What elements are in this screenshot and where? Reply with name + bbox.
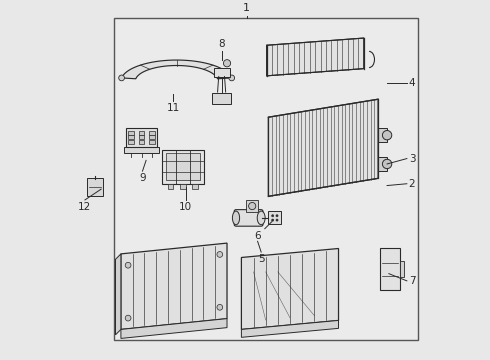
Bar [168, 184, 173, 189]
FancyBboxPatch shape [246, 200, 258, 212]
Text: 11: 11 [167, 103, 180, 113]
Circle shape [382, 159, 392, 168]
Circle shape [119, 75, 124, 81]
Bar [114, 18, 417, 340]
Polygon shape [269, 99, 378, 196]
Circle shape [248, 202, 256, 210]
FancyBboxPatch shape [212, 93, 231, 104]
Bar [128, 140, 134, 144]
Polygon shape [121, 243, 227, 329]
Bar [149, 135, 155, 139]
Bar [149, 140, 155, 144]
Bar [139, 135, 145, 139]
FancyBboxPatch shape [87, 178, 102, 196]
Text: 3: 3 [409, 154, 416, 163]
Polygon shape [121, 319, 227, 338]
Circle shape [276, 215, 278, 217]
Bar [139, 140, 145, 144]
Circle shape [276, 219, 278, 221]
Circle shape [217, 305, 222, 310]
Circle shape [382, 131, 392, 140]
Text: 9: 9 [139, 173, 146, 183]
Bar [378, 157, 387, 171]
Text: 5: 5 [258, 254, 265, 264]
Bar [400, 261, 404, 278]
Circle shape [271, 215, 274, 217]
Circle shape [229, 75, 235, 81]
Text: 6: 6 [255, 230, 261, 240]
Bar [149, 131, 155, 135]
Text: 10: 10 [179, 202, 192, 212]
FancyBboxPatch shape [234, 210, 263, 226]
Circle shape [125, 262, 131, 268]
Bar [269, 211, 281, 224]
Polygon shape [122, 60, 232, 79]
Polygon shape [242, 320, 339, 337]
Bar [162, 149, 204, 184]
Text: 2: 2 [409, 179, 416, 189]
Bar [380, 248, 400, 290]
Bar [139, 131, 145, 135]
Bar [126, 128, 157, 147]
Text: 1: 1 [244, 3, 250, 13]
Bar [128, 131, 134, 135]
Circle shape [223, 60, 231, 67]
Ellipse shape [232, 211, 240, 225]
Circle shape [217, 252, 222, 257]
Bar [128, 135, 134, 139]
Bar [214, 68, 229, 77]
Polygon shape [116, 254, 121, 335]
Ellipse shape [257, 211, 265, 225]
Bar [180, 184, 186, 189]
Bar [124, 147, 159, 153]
Text: 8: 8 [219, 39, 225, 49]
Text: 4: 4 [409, 78, 416, 88]
Bar [193, 184, 198, 189]
Text: 12: 12 [78, 202, 92, 212]
Circle shape [125, 315, 131, 321]
Bar [166, 153, 200, 180]
Polygon shape [242, 248, 339, 329]
Bar [378, 128, 387, 143]
Text: 7: 7 [409, 276, 416, 286]
Circle shape [271, 219, 274, 221]
Polygon shape [267, 38, 364, 76]
